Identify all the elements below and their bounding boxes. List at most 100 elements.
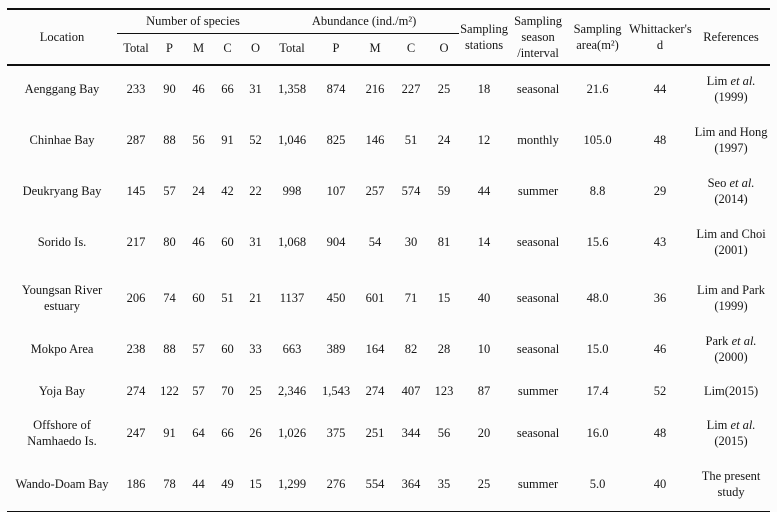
location-cell: Mokpo Area <box>30 342 94 356</box>
abundance-c-cell: 82 <box>404 342 418 356</box>
species-p-cell: 122 <box>160 384 179 398</box>
species-c-cell: 60 <box>221 342 234 356</box>
species-m-cell: 57 <box>192 342 205 356</box>
season-cell: monthly <box>517 133 559 147</box>
reference-italic: et al. <box>731 334 757 348</box>
reference-text: Lim and Park (1999) <box>697 283 766 313</box>
stations-cell: 18 <box>477 82 491 96</box>
abundance-c-cell: 344 <box>401 426 421 440</box>
season-cell: seasonal <box>516 82 560 96</box>
abundance-m-cell: 164 <box>365 342 385 356</box>
abundance-c-cell: 574 <box>401 184 421 198</box>
table-row: Chinhae Bay 287 88 56 91 52 1,046 825 14… <box>7 112 770 168</box>
abundance-m-cell: 257 <box>365 184 385 198</box>
subheader-species-c: C <box>223 40 232 55</box>
abundance-p-cell: 450 <box>326 291 346 305</box>
species-total-cell: 145 <box>126 184 146 198</box>
season-cell: seasonal <box>516 235 560 249</box>
reference-text: (2000) <box>714 350 748 364</box>
stations-cell: 87 <box>477 384 491 398</box>
species-o-cell: 26 <box>249 426 262 440</box>
abundance-c-cell: 364 <box>401 476 421 491</box>
reference-text: Lim and Hong (1997) <box>694 125 768 155</box>
header-species-group: Number of species <box>117 9 270 34</box>
season-cell: summer <box>517 184 559 198</box>
species-abundance-table: Location Number of species Abundance (in… <box>7 8 771 512</box>
table-row: Wando-Doam Bay 186 78 44 49 15 1,299 276… <box>7 456 770 512</box>
reference-text: (2015) <box>714 434 748 448</box>
table-body: Aenggang Bay 233 90 46 66 31 1,358 874 2… <box>7 65 770 512</box>
species-total-cell: 217 <box>126 235 146 249</box>
species-c-cell: 60 <box>221 235 234 249</box>
stations-cell: 25 <box>477 476 491 491</box>
species-o-cell: 33 <box>249 342 262 356</box>
area-cell: 8.8 <box>589 184 606 198</box>
abundance-o-cell: 81 <box>437 235 451 249</box>
abundance-total-cell: 663 <box>282 342 302 356</box>
abundance-o-cell: 25 <box>437 82 451 96</box>
species-p-cell: 74 <box>163 291 176 305</box>
abundance-o-cell: 59 <box>437 184 451 198</box>
abundance-c-cell: 407 <box>401 384 421 398</box>
abundance-total-cell: 1,358 <box>277 82 307 96</box>
species-c-cell: 91 <box>221 133 234 147</box>
species-p-cell: 78 <box>163 476 176 491</box>
location-cell: Youngsan River estuary <box>21 283 103 313</box>
header-sampling-stations: Sampling stations <box>460 22 508 52</box>
season-cell: summer <box>517 476 559 491</box>
abundance-total-cell: 1,046 <box>277 133 307 147</box>
whittacker-cell: 44 <box>653 82 667 96</box>
abundance-total-cell: 1,068 <box>277 235 307 249</box>
species-total-cell: 287 <box>126 133 146 147</box>
abundance-m-cell: 274 <box>365 384 385 398</box>
abundance-m-cell: 54 <box>368 235 382 249</box>
header-whittacker-d: Whittacker's d <box>629 22 692 52</box>
species-c-cell: 42 <box>221 184 234 198</box>
reference-italic: et al. <box>729 176 755 190</box>
subheader-abundance-m: M <box>369 40 381 55</box>
species-c-cell: 51 <box>221 291 234 305</box>
abundance-o-cell: 15 <box>437 291 451 305</box>
abundance-p-cell: 107 <box>326 184 346 198</box>
table-row: Youngsan River estuary 206 74 60 51 21 1… <box>7 270 770 326</box>
species-total-cell: 274 <box>126 384 146 398</box>
species-m-cell: 46 <box>192 82 205 96</box>
reference-cell: Lim and Hong (1997) <box>692 112 770 168</box>
table-row: Sorido Is. 217 80 46 60 31 1,068 904 54 … <box>7 214 770 270</box>
abundance-m-cell: 554 <box>365 476 385 491</box>
species-p-cell: 57 <box>163 184 176 198</box>
species-total-cell: 206 <box>126 291 146 305</box>
reference-cell: The present study <box>692 456 770 512</box>
reference-text: Seo <box>707 176 730 190</box>
reference-cell: Lim(2015) <box>692 372 770 410</box>
reference-text: Lim(2015) <box>703 384 759 398</box>
subheader-species-total: Total <box>123 40 149 55</box>
reference-text: (2014) <box>714 192 748 206</box>
area-cell: 105.0 <box>583 133 612 147</box>
abundance-p-cell: 1,543 <box>321 384 351 398</box>
reference-cell: Seo et al. (2014) <box>692 168 770 214</box>
species-m-cell: 46 <box>192 235 205 249</box>
species-o-cell: 31 <box>249 235 262 249</box>
abundance-total-cell: 1,299 <box>277 476 307 491</box>
subheader-species-m: M <box>192 40 205 55</box>
whittacker-cell: 52 <box>653 384 667 398</box>
species-total-cell: 247 <box>126 426 146 440</box>
abundance-m-cell: 601 <box>365 291 385 305</box>
whittacker-cell: 48 <box>653 426 667 440</box>
header-row-sub: Total P M C O Total P M C O <box>7 33 770 65</box>
area-cell: 17.4 <box>586 384 609 398</box>
species-m-cell: 56 <box>192 133 205 147</box>
species-p-cell: 91 <box>163 426 176 440</box>
reference-italic: et al. <box>730 418 756 432</box>
table-header: Location Number of species Abundance (in… <box>7 9 771 65</box>
season-cell: seasonal <box>516 426 560 440</box>
whittacker-cell: 43 <box>653 235 667 249</box>
abundance-p-cell: 874 <box>326 82 346 96</box>
whittacker-cell: 29 <box>653 184 667 198</box>
abundance-o-cell: 28 <box>437 342 451 356</box>
abundance-m-cell: 146 <box>365 133 385 147</box>
location-cell: Sorido Is. <box>37 235 87 249</box>
reference-text: The present study <box>701 468 761 499</box>
area-cell: 5.0 <box>589 476 606 491</box>
